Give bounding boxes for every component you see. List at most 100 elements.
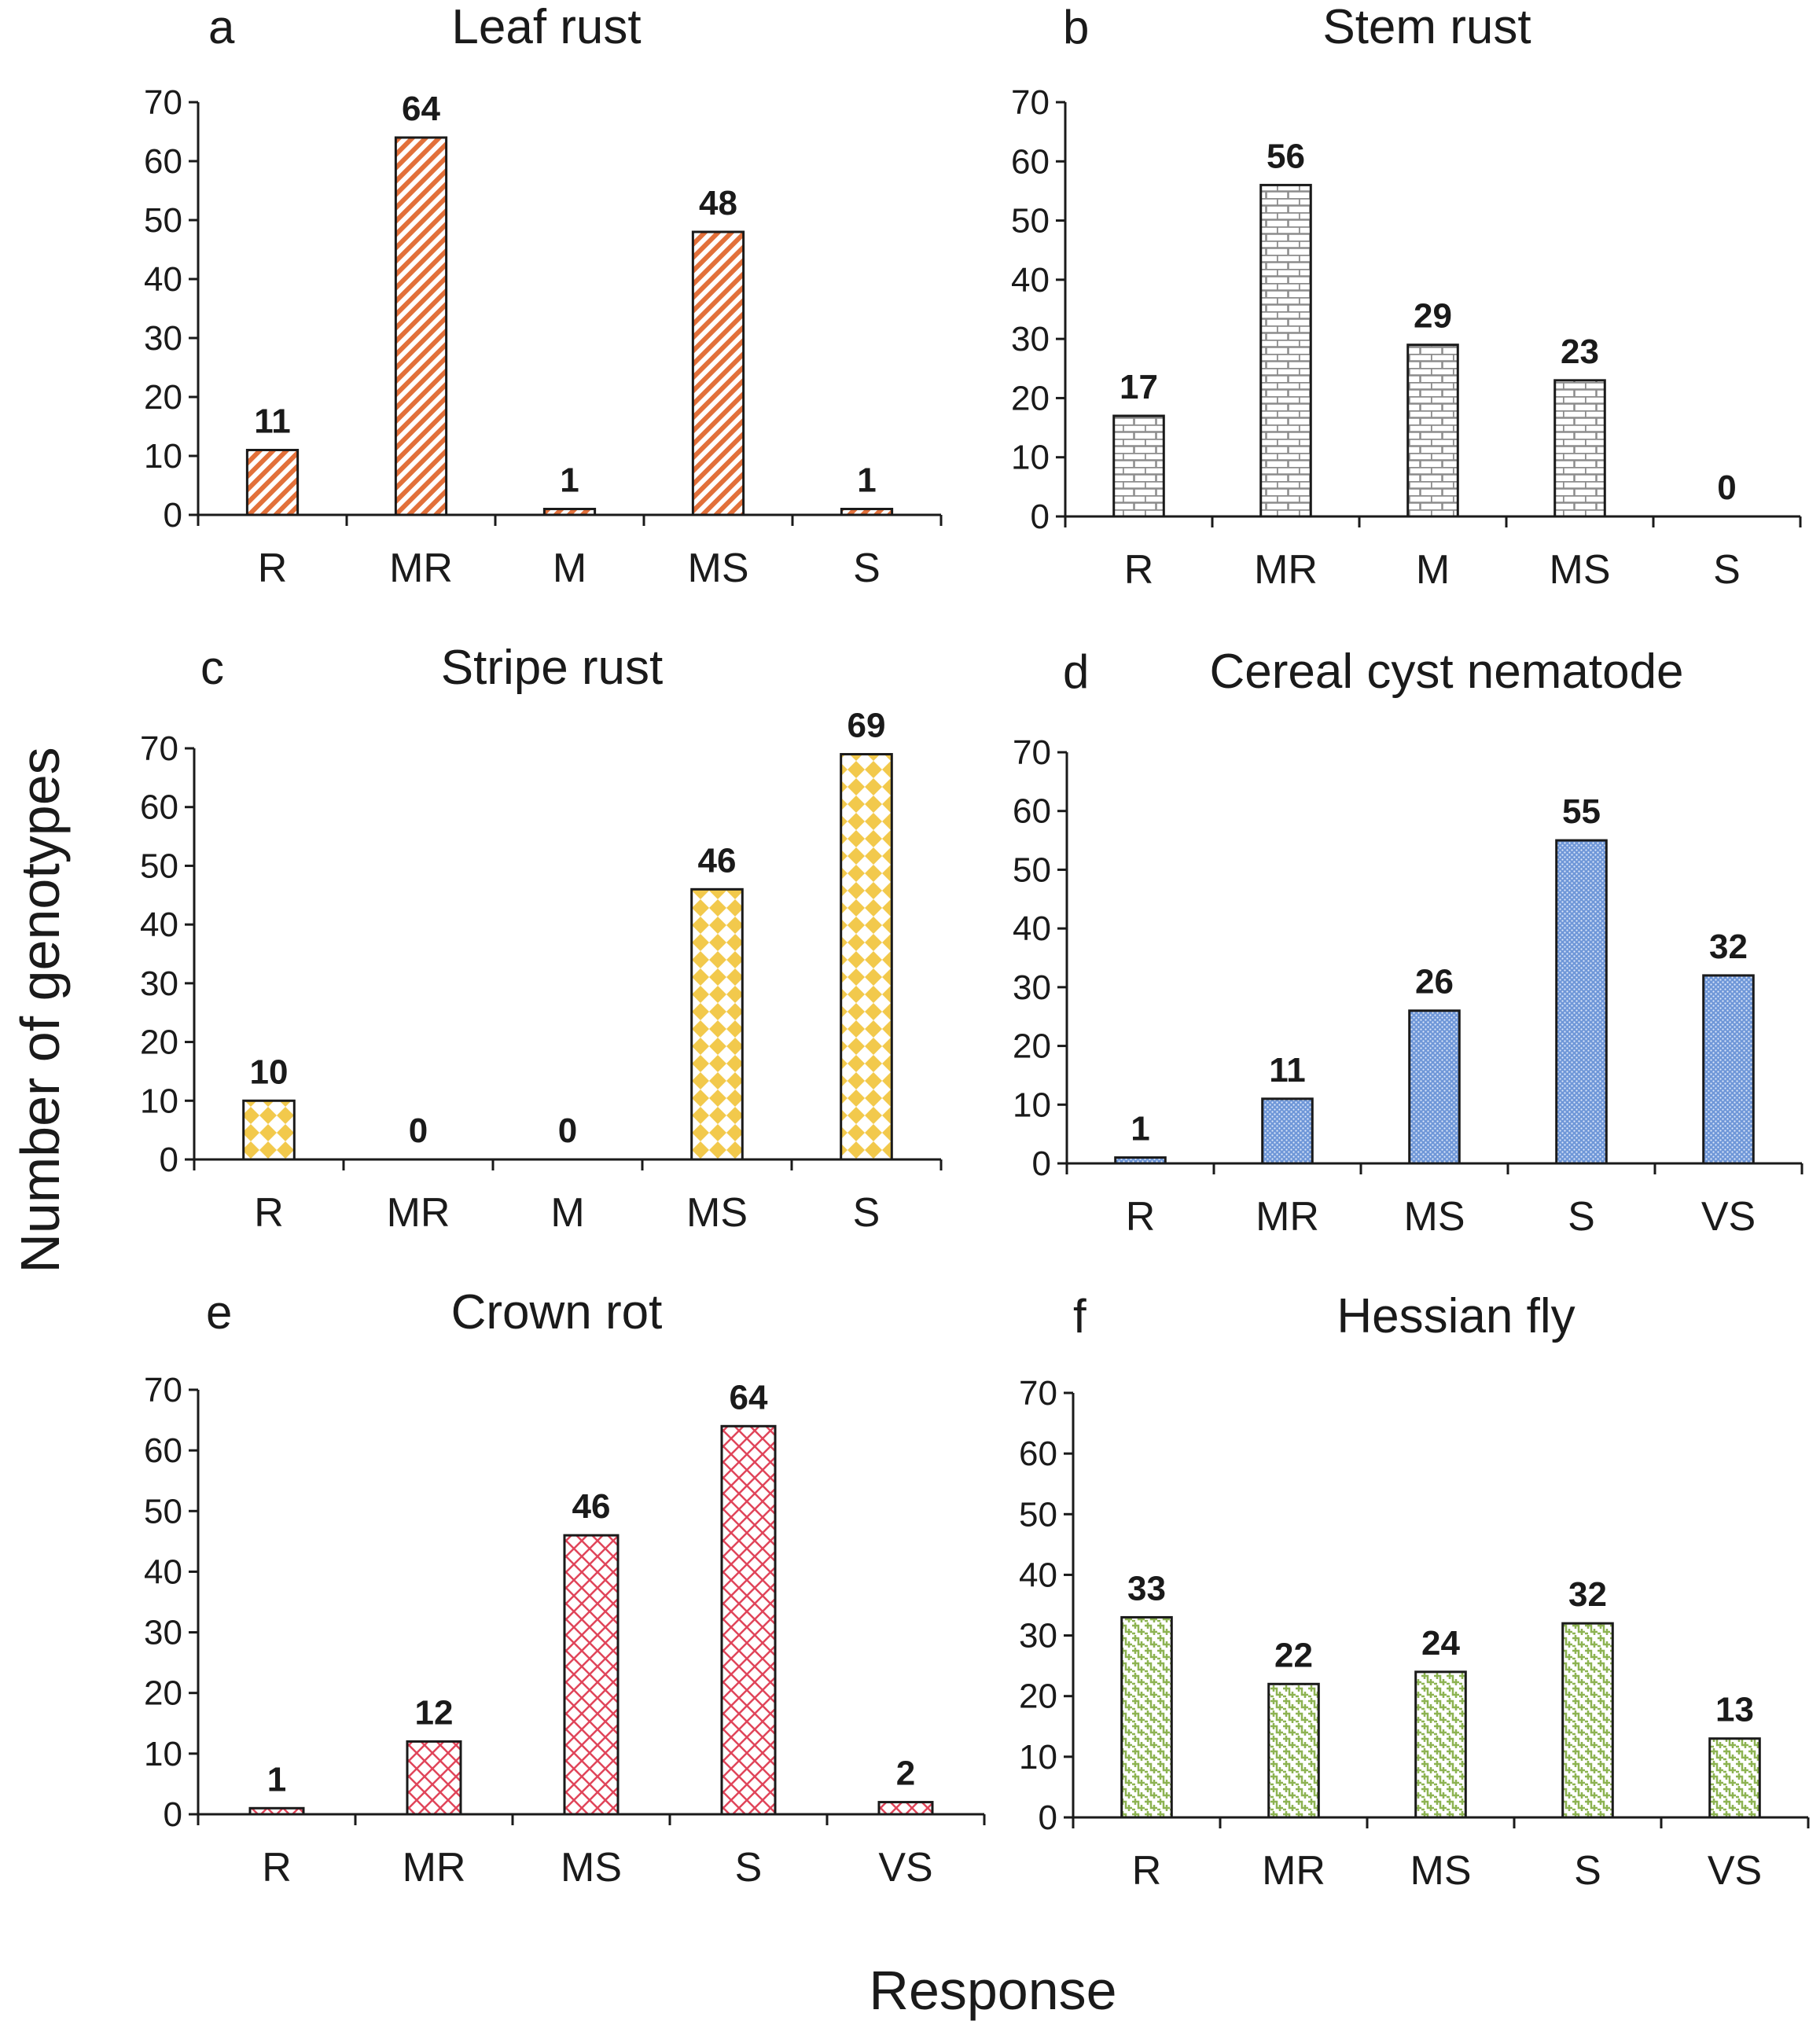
data-label: 1: [857, 461, 876, 500]
panel-letter: e: [206, 1286, 232, 1339]
data-label: 32: [1568, 1575, 1607, 1614]
y-tick-label: 60: [1011, 142, 1050, 181]
category-label: MR: [387, 1190, 450, 1236]
category-label: M: [550, 1190, 584, 1236]
bar: [1261, 1097, 1314, 1165]
data-label: 26: [1415, 963, 1454, 1001]
y-tick-label: 10: [1019, 1738, 1057, 1777]
category-label: VS: [1701, 1194, 1756, 1240]
y-tick-label: 50: [1013, 851, 1051, 889]
y-tick-label: 40: [1011, 261, 1050, 299]
data-label: 29: [1414, 297, 1452, 336]
y-tick-label: 0: [164, 496, 182, 535]
panel-letter: f: [1073, 1290, 1086, 1343]
y-tick-label: 60: [1019, 1435, 1057, 1473]
bar: [394, 136, 448, 516]
bar: [1120, 1615, 1173, 1819]
y-tick-label: 50: [144, 201, 182, 240]
x-axis-title: Response: [869, 1960, 1116, 2021]
data-label: 46: [572, 1487, 611, 1526]
chart-title: Stripe rust: [441, 641, 664, 695]
bar: [1406, 344, 1459, 518]
y-tick-label: 0: [1039, 1799, 1057, 1837]
data-label: 2: [896, 1755, 915, 1793]
data-label: 12: [415, 1693, 454, 1732]
y-tick-label: 30: [144, 1614, 182, 1652]
bar: [1259, 183, 1312, 518]
category-label: S: [1574, 1848, 1601, 1894]
bar: [1702, 974, 1755, 1165]
data-label: 0: [409, 1112, 428, 1150]
category-label: MR: [1262, 1848, 1325, 1894]
y-tick-label: 10: [1013, 1086, 1051, 1124]
chart-panel-a: a Leaf rust 0 10 20 30 40 50 60 70 11 R 64 MR 1 M 48 MS 1 S: [144, 0, 943, 591]
category-label: MR: [1256, 1194, 1319, 1240]
bar: [1561, 1622, 1614, 1819]
bar: [1114, 1156, 1167, 1165]
y-tick-label: 10: [1011, 439, 1050, 477]
y-tick-label: 40: [144, 1552, 182, 1591]
data-label: 55: [1562, 792, 1601, 831]
data-label: 0: [558, 1112, 577, 1150]
data-label: 24: [1421, 1624, 1460, 1663]
bar: [840, 752, 893, 1161]
y-tick-label: 20: [1011, 379, 1050, 417]
y-tick-label: 30: [144, 319, 182, 358]
category-label: R: [262, 1845, 292, 1891]
data-label: 1: [560, 461, 579, 500]
bar: [248, 1806, 305, 1816]
y-tick-label: 30: [1013, 968, 1051, 1007]
y-tick-label: 60: [1013, 792, 1051, 831]
y-tick-label: 70: [140, 729, 178, 768]
category-label: MR: [389, 546, 453, 591]
category-label: S: [1713, 547, 1741, 593]
data-label: 13: [1715, 1691, 1754, 1729]
category-label: R: [1126, 1194, 1156, 1240]
y-tick-label: 0: [160, 1141, 178, 1179]
chart-panel-d: d Cereal cyst nematode 0 10 20 30 40 50 60 70 1 R 11…: [1013, 645, 1803, 1240]
chart-panel-f: f Hessian fly 0 10 20 30 40 50 60 70 33 R 22 MR 24 MS 32…: [1019, 1289, 1810, 1894]
category-label: M: [553, 546, 586, 591]
panel-letter: c: [200, 641, 224, 694]
bar: [691, 230, 745, 516]
chart-title: Stem rust: [1322, 0, 1531, 54]
y-tick-label: 70: [1019, 1374, 1057, 1413]
category-label: VS: [1708, 1848, 1762, 1894]
y-tick-label: 40: [1019, 1556, 1057, 1594]
chart-panel-e: e Crown rot 0 10 20 30 40 50 60 70 1 R 12 MR 46 MS 64 S 2 V…: [144, 1285, 986, 1891]
y-tick-label: 10: [140, 1082, 178, 1120]
bar: [245, 449, 300, 516]
data-label: 22: [1274, 1636, 1313, 1674]
data-label: 1: [1131, 1110, 1149, 1148]
y-tick-label: 20: [144, 1674, 182, 1713]
data-label: 11: [254, 402, 291, 441]
chart-title: Cereal cyst nematode: [1209, 645, 1683, 699]
category-label: MS: [1404, 1194, 1465, 1240]
category-label: R: [258, 546, 288, 591]
y-tick-label: 0: [1031, 498, 1050, 536]
y-tick-label: 0: [1032, 1145, 1051, 1183]
bar: [406, 1740, 462, 1816]
category-label: R: [1124, 547, 1154, 593]
bar: [1408, 1009, 1461, 1165]
category-label: MS: [686, 1190, 748, 1236]
y-tick-label: 70: [144, 83, 182, 122]
category-label: MS: [688, 546, 749, 591]
y-tick-label: 70: [1013, 733, 1051, 772]
bar: [720, 1424, 777, 1816]
data-label: 1: [267, 1760, 286, 1799]
category-label: MS: [561, 1845, 622, 1891]
y-tick-label: 50: [140, 847, 178, 885]
data-label: 11: [1269, 1051, 1306, 1089]
data-label: 46: [698, 841, 737, 880]
bar: [877, 1801, 934, 1816]
data-label: 33: [1127, 1569, 1166, 1608]
y-tick-label: 10: [144, 437, 182, 476]
category-label: S: [853, 546, 881, 591]
y-tick-label: 0: [164, 1795, 182, 1834]
category-label: MR: [403, 1845, 466, 1891]
y-tick-label: 50: [144, 1492, 182, 1530]
y-tick-label: 60: [140, 788, 178, 827]
chart-title: Crown rot: [451, 1285, 663, 1339]
category-label: R: [1132, 1848, 1162, 1894]
